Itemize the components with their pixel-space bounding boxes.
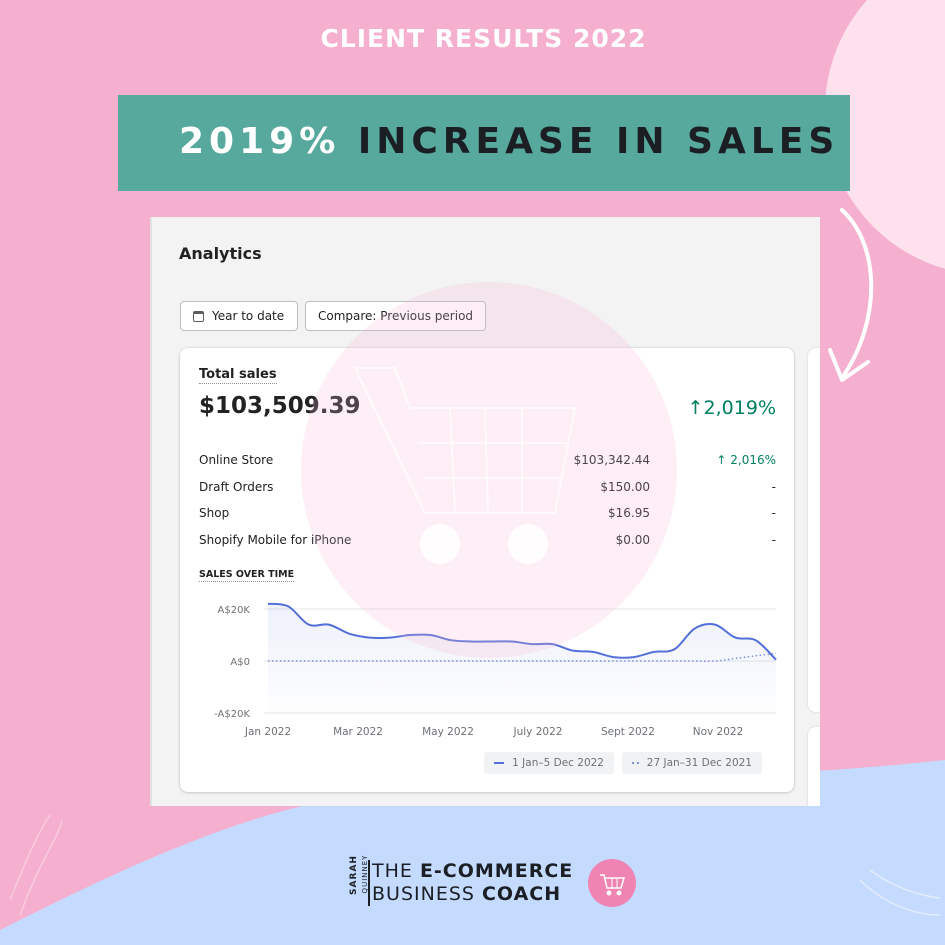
channel-amount: $103,342.44 [573, 453, 650, 467]
analytics-screenshot: Analytics Year to date Compare: Previous… [150, 217, 820, 806]
feather-doodle-right [859, 869, 941, 916]
legend-current-period[interactable]: 1 Jan–5 Dec 2022 [484, 752, 614, 774]
sales-over-time-label[interactable]: SALES OVER TIME [199, 569, 295, 582]
channel-name: Shop [199, 506, 230, 520]
y-tick-label: A$0 [230, 657, 250, 668]
total-sales-card: Total sales $103,509.39 ↑2,019% Online S… [180, 348, 794, 792]
table-row: Online Store $103,342.44 ↑ 2,016% [199, 449, 776, 476]
banner-rest: INCREASE IN SALES [357, 121, 840, 162]
compare-button[interactable]: Compare: Previous period [305, 301, 486, 331]
x-tick-label: May 2022 [422, 726, 474, 738]
channel-change: ↑ 2,016% [716, 453, 776, 467]
channel-change: - [771, 479, 776, 494]
x-tick-label: July 2022 [513, 726, 563, 738]
channel-change: - [771, 532, 776, 547]
sales-over-time-chart: A$20K A$0 -A$20K Jan 2022 Mar 2022 May 2022 Ju… [214, 602, 777, 738]
table-row: Shop $16.95 - [199, 502, 776, 529]
logo-divider [368, 860, 370, 906]
table-row: Shopify Mobile for iPhone $0.00 - [199, 529, 776, 556]
channel-name: Shopify Mobile for iPhone [199, 532, 352, 547]
banner-percent: 2019% [179, 121, 341, 162]
total-sales-change: ↑2,019% [687, 397, 776, 419]
x-tick-label: Nov 2022 [693, 726, 744, 738]
x-tick-label: Sept 2022 [601, 726, 655, 738]
x-tick-label: Mar 2022 [333, 726, 383, 738]
x-tick-label: Jan 2022 [244, 726, 291, 738]
series-area [268, 603, 776, 713]
feather-doodle-left [9, 814, 63, 916]
compare-label: Compare: Previous period [317, 309, 474, 323]
logo-line-1: THE E-COMMERCE [372, 860, 574, 882]
total-sales-value: $103,509.39 [199, 393, 361, 419]
arrow-head [828, 348, 870, 382]
legend-previous-label: 27 Jan–31 Dec 2021 [646, 757, 752, 769]
logo-line-2: BUSINESS COACH [372, 883, 562, 905]
calendar-icon [193, 310, 204, 322]
side-card [808, 348, 820, 712]
channel-amount: $150.00 [600, 479, 650, 494]
headline: CLIENT RESULTS 2022 [320, 24, 647, 53]
legend-previous-period[interactable]: 27 Jan–31 Dec 2021 [622, 752, 762, 774]
y-tick-label: A$20K [218, 605, 251, 616]
total-sales-label[interactable]: Total sales [199, 367, 277, 384]
series-line-previous [268, 652, 777, 662]
legend-current-label: 1 Jan–5 Dec 2022 [512, 757, 604, 769]
banner-text: 2019% INCREASE IN SALES [179, 121, 839, 162]
series-line-current [267, 602, 777, 661]
side-card [808, 727, 820, 806]
channel-change: - [771, 506, 776, 520]
channel-name: Draft Orders [199, 479, 274, 494]
sales-breakdown-table: Online Store $103,342.44 ↑ 2,016% Draft … [199, 449, 776, 555]
light-pink-blob [825, 0, 945, 269]
y-tick-label: -A$20K [214, 709, 250, 720]
curved-arrow-icon [840, 208, 874, 380]
page-title: Analytics [179, 244, 262, 263]
channel-amount: $0.00 [615, 532, 650, 547]
date-range-button[interactable]: Year to date [180, 301, 298, 331]
date-range-label: Year to date [212, 309, 285, 323]
brand-logo: SARAH QUINNEY THE E-COMMERCE BUSINESS CO… [340, 855, 640, 910]
table-row: Draft Orders $150.00 - [199, 476, 776, 503]
logo-cart-icon [588, 859, 636, 907]
logo-first-name: SARAH [349, 855, 359, 895]
channel-name: Online Store [199, 453, 274, 467]
solid-line-swatch [494, 762, 505, 764]
result-banner: 2019% INCREASE IN SALES [118, 95, 850, 191]
dotted-line-swatch [632, 762, 639, 764]
blue-wave-shape [0, 760, 945, 945]
channel-amount: $16.95 [608, 506, 650, 520]
